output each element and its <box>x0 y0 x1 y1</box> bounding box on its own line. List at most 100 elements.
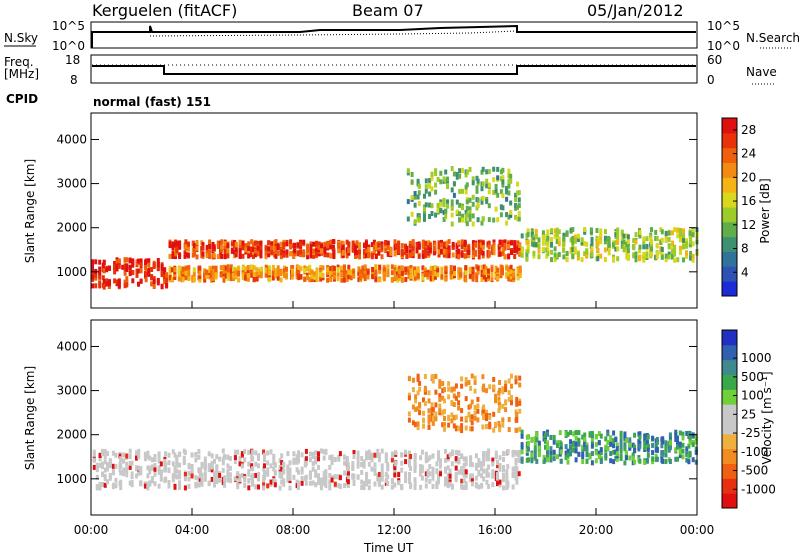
velocity-cell-610 <box>376 453 380 459</box>
power-cell-2262 <box>691 253 695 259</box>
power-cell-1227 <box>315 272 319 278</box>
velocity-cell-283 <box>223 482 227 488</box>
velocity-cell-66 <box>119 456 123 462</box>
power-cell-754 <box>442 241 446 247</box>
power-cell-1065 <box>237 271 241 277</box>
power-cell-88 <box>131 270 135 275</box>
power-cell-145 <box>160 271 164 276</box>
power-cell-1732 <box>442 197 446 203</box>
velocity-cell-988 <box>438 403 442 409</box>
power-cell-1636 <box>507 276 511 282</box>
power-cell-1054 <box>232 266 235 272</box>
velocity-cell-1352 <box>609 458 613 464</box>
velocity-cell-1011 <box>447 422 451 428</box>
power-cell-1152 <box>279 277 283 283</box>
velocity-cell-63 <box>119 470 123 476</box>
velocity-colorbar-swatch-2 <box>722 463 737 479</box>
power-cell-2231 <box>679 245 682 251</box>
power-cell-604 <box>372 244 376 250</box>
power-cell-1923 <box>532 242 536 248</box>
velocity-cell-1128 <box>504 399 508 405</box>
velocity-cell-1310 <box>588 454 592 459</box>
power-cell-1690 <box>423 193 426 199</box>
power-cell-1667 <box>410 179 414 185</box>
power-cell-1573 <box>480 277 484 282</box>
velocity-cell-1361 <box>614 437 618 443</box>
velocity-cell-693 <box>413 458 417 464</box>
velocity-cell-757 <box>444 476 447 482</box>
power-cell-1881 <box>514 197 518 203</box>
velocity-cell-248 <box>207 481 211 487</box>
velocity-cell-48 <box>111 463 115 469</box>
velocity-cell-678 <box>408 462 411 468</box>
power-cell-579 <box>363 253 366 259</box>
power-cell-954 <box>184 266 188 272</box>
power-cell-1743 <box>446 203 449 209</box>
velocity-cell-265 <box>215 472 219 478</box>
power-cell-433 <box>293 248 297 254</box>
power-cell-1721 <box>436 176 440 182</box>
power-cell-1694 <box>423 214 426 220</box>
power-cell-1027 <box>222 271 226 277</box>
velocity-cell-1003 <box>443 398 446 404</box>
velocity-cell-1183 <box>530 437 534 442</box>
power-cell-506 <box>329 252 333 258</box>
velocity-cell-389 <box>272 453 276 459</box>
velocity-cell-764 <box>446 478 450 484</box>
velocity-cell-599 <box>370 466 374 472</box>
velocity-cell-1114 <box>498 387 502 393</box>
velocity-cell-245 <box>203 471 207 477</box>
velocity-cell-1277 <box>574 457 578 463</box>
power-cell-2242 <box>685 238 688 244</box>
velocity-cell-649 <box>393 464 397 470</box>
velocity-cell-576 <box>360 470 364 475</box>
power-cell-245 <box>208 244 212 250</box>
power-cell-2075 <box>607 250 611 256</box>
velocity-cell-1047 <box>464 396 468 402</box>
power-cell-377 <box>270 241 274 247</box>
velocity-cell-1166 <box>520 449 524 455</box>
velocity-cell-1458 <box>660 443 664 449</box>
velocity-cell-1299 <box>585 452 589 458</box>
power-cell-481 <box>317 241 321 247</box>
power-ytick-label-2: 3000 <box>56 177 87 191</box>
power-cell-1483 <box>436 268 440 274</box>
power-cell-2085 <box>612 242 615 248</box>
velocity-cell-978 <box>431 407 435 413</box>
power-cell-16 <box>98 266 102 272</box>
power-colorbar-swatch-10 <box>722 132 737 149</box>
power-cell-2107 <box>622 239 626 245</box>
velocity-cell-1158 <box>518 375 522 381</box>
power-cell-1741 <box>446 199 449 205</box>
velocity-cell-835 <box>480 483 484 489</box>
velocity-cell-1194 <box>535 458 539 464</box>
velocity-cell-590 <box>365 450 368 456</box>
power-cell-128 <box>152 279 156 285</box>
velocity-cell-170 <box>171 461 175 467</box>
power-cell-766 <box>447 239 451 245</box>
power-cell-341 <box>251 249 255 255</box>
power-cell-1879 <box>514 192 518 198</box>
velocity-cell-877 <box>498 466 502 472</box>
power-cell-562 <box>355 243 359 249</box>
power-cell-1784 <box>465 199 469 205</box>
velocity-cell-168 <box>171 477 175 483</box>
power-cell-1959 <box>550 242 553 248</box>
velocity-cell-1104 <box>494 393 497 399</box>
power-cell-1185 <box>297 265 301 271</box>
velocity-cell-93 <box>135 466 138 472</box>
velocity-colorbar-swatch-3 <box>722 448 737 464</box>
velocity-cell-959 <box>423 401 427 406</box>
velocity-cell-1451 <box>655 447 659 453</box>
velocity-cell-933 <box>414 398 418 404</box>
power-cell-1776 <box>464 189 468 195</box>
velocity-cell-542 <box>343 454 347 460</box>
velocity-cell-1305 <box>585 458 589 464</box>
velocity-cell-797 <box>460 470 464 476</box>
velocity-cell-293 <box>226 472 230 478</box>
power-cell-1415 <box>407 274 411 280</box>
velocity-cell-42 <box>108 461 112 467</box>
velocity-cell-1375 <box>619 434 623 440</box>
power-cell-460 <box>309 249 313 255</box>
velocity-cell-752 <box>439 471 442 477</box>
